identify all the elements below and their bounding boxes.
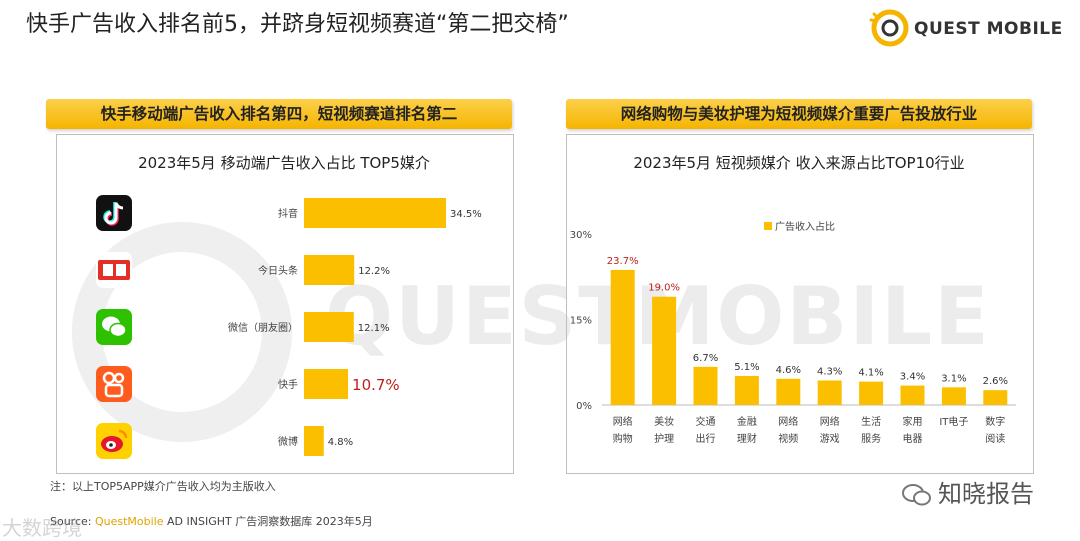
bar (304, 426, 324, 456)
x-tick-label: 美妆 (654, 415, 674, 428)
bar (859, 381, 884, 405)
y-tick-label: 30% (570, 230, 592, 241)
right-banner: 网络购物与美妆护理为短视频媒介重要广告投放行业 (566, 99, 1032, 129)
left-bar-chart: 抖音 34.5% 今日头条 12.2% 微信（朋友圈） 12.1% 快手 10.7% 微博 4.8… (96, 195, 482, 459)
left-chart-panel (56, 134, 514, 474)
bar (693, 366, 718, 405)
data-label: 5.1% (734, 362, 759, 373)
bar (304, 255, 355, 285)
category-label: 抖音 (278, 207, 298, 220)
x-tick-label: 理财 (737, 432, 757, 445)
wechat-account-name: 知晓报告 (938, 480, 1034, 508)
bar (610, 269, 635, 405)
category-label: 微信（朋友圈） (228, 321, 298, 334)
page-title: 快手广告收入排名前5，并跻身短视频赛道“第二把交椅” (26, 12, 569, 37)
weibo-app-icon (96, 423, 132, 459)
source-rest: AD INSIGHT 广告洞察数据库 2023年5月 (163, 515, 373, 528)
data-label: 12.1% (358, 323, 390, 334)
x-tick-label: 网络 (820, 415, 840, 428)
data-label: 23.7% (607, 256, 639, 267)
right-chart-panel (566, 134, 1034, 474)
data-label: 19.0% (648, 283, 680, 294)
right-chart-title: 2023年5月 短视频媒介 收入来源占比TOP10行业 (633, 154, 965, 172)
wechat-account-watermark: 知晓报告 (902, 474, 1034, 509)
toutiao-app-icon (96, 252, 132, 288)
bar (304, 198, 446, 228)
x-tick-label: 生活 (861, 415, 881, 428)
quest-mobile-logo: QUEST MOBILE (868, 6, 1062, 50)
bar (776, 378, 801, 405)
bar (817, 380, 842, 405)
x-tick-label: 购物 (613, 432, 633, 445)
data-label: 6.7% (693, 353, 718, 364)
data-label: 4.3% (817, 366, 842, 377)
legend-swatch (764, 222, 772, 230)
y-tick-label: 0% (576, 401, 592, 412)
bar (734, 375, 759, 405)
data-label: 12.2% (358, 266, 390, 277)
category-label: 今日头条 (258, 264, 298, 277)
bar (304, 312, 354, 342)
douyin-app-icon (96, 195, 132, 231)
right-bar-chart: 30% 15% 0% 广告收入占比 23.7% 网络购物 19.0% 美妆护理 6.7% 交通出行… (570, 220, 1016, 445)
source-prefix: Source: (50, 515, 95, 528)
footnote: 注：以上TOP5APP媒介广告收入均为主版收入 (50, 480, 276, 493)
y-tick-label: 15% (570, 316, 592, 327)
source-line: Source: QuestMobile AD INSIGHT 广告洞察数据库 2… (50, 513, 373, 529)
x-tick-label: 电器 (903, 432, 923, 445)
watermark-ring (72, 222, 292, 442)
corner-watermark: 大数跨境 (2, 516, 82, 540)
bar (900, 385, 925, 405)
data-label: 3.4% (900, 372, 925, 383)
logo-text: QUEST MOBILE (914, 19, 1063, 39)
x-tick-label: 出行 (696, 432, 716, 445)
x-tick-label: 护理 (654, 432, 674, 445)
data-label: 3.1% (941, 373, 966, 384)
x-tick-label: 家用 (903, 415, 923, 428)
wechat-app-icon (96, 309, 132, 345)
kuaishou-app-icon (96, 366, 132, 402)
x-tick-label: 交通 (696, 415, 716, 428)
data-label: 4.8% (328, 437, 353, 448)
source-brand: QuestMobile (94, 515, 164, 528)
x-tick-label: 游戏 (820, 432, 840, 445)
data-label: 4.1% (858, 368, 883, 379)
data-label: 4.6% (776, 365, 801, 376)
quest-mobile-logo-icon (869, 9, 909, 47)
x-tick-label: 数字 (985, 415, 1005, 428)
x-tick-label: 网络 (613, 415, 633, 428)
x-tick-label: 服务 (861, 432, 881, 445)
data-label: 34.5% (450, 209, 482, 220)
x-tick-label: 阅读 (985, 432, 1005, 445)
bar (941, 387, 966, 405)
bar (304, 369, 349, 399)
x-tick-label: IT电子 (939, 415, 968, 428)
bar (652, 296, 677, 405)
left-chart-title: 2023年5月 移动端广告收入占比 TOP5媒介 (138, 154, 430, 172)
data-label: 2.6% (983, 376, 1008, 387)
category-label: 快手 (278, 378, 298, 391)
category-label: 微博 (278, 435, 298, 448)
x-tick-label: 视频 (778, 432, 798, 445)
data-label: 10.7% (352, 376, 400, 394)
wechat-icon (902, 484, 931, 506)
x-tick-label: 网络 (778, 415, 798, 428)
bar (983, 390, 1008, 405)
left-banner: 快手移动端广告收入排名第四，短视频赛道排名第二 (46, 99, 512, 129)
legend-label: 广告收入占比 (775, 220, 835, 233)
x-tick-label: 金融 (737, 415, 757, 428)
